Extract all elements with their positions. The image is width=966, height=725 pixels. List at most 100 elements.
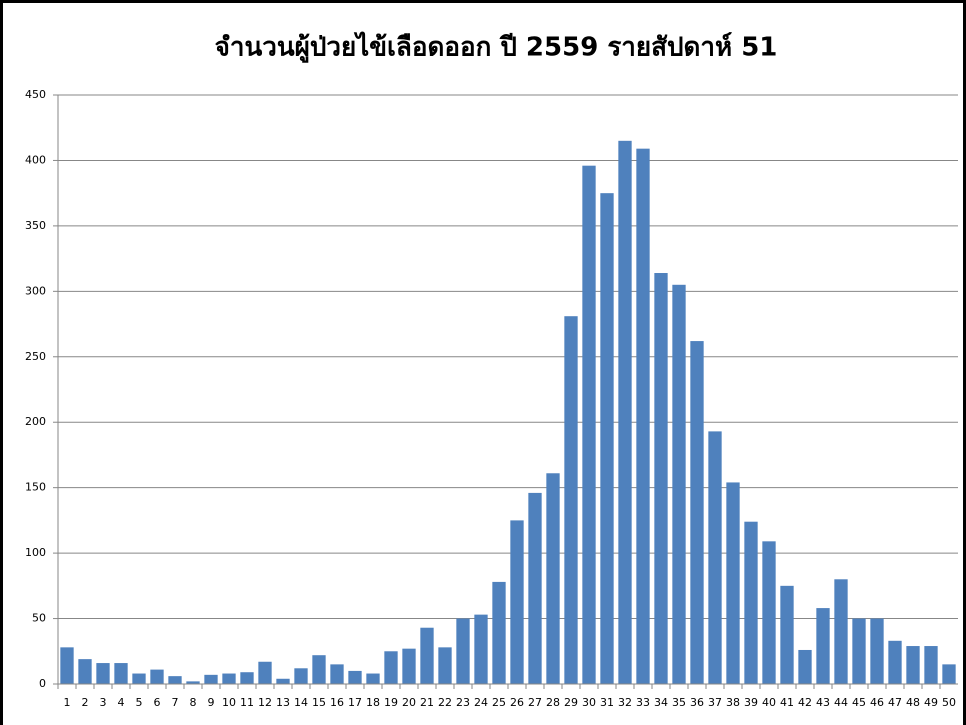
bar (492, 581, 506, 684)
x-tick-label: 33 (636, 696, 650, 709)
bar (762, 541, 776, 684)
x-tick-label: 42 (798, 696, 812, 709)
x-tick-label: 29 (564, 696, 578, 709)
x-tick-label: 38 (726, 696, 740, 709)
bar (330, 664, 344, 684)
x-tick-label: 4 (118, 696, 125, 709)
x-tick-label: 16 (330, 696, 344, 709)
bar (168, 676, 182, 684)
y-tick-label: 250 (25, 350, 46, 363)
y-tick-label: 100 (25, 546, 46, 559)
x-tick-label: 34 (654, 696, 668, 709)
bar (258, 661, 272, 684)
x-tick-label: 44 (834, 696, 848, 709)
bar (294, 668, 308, 684)
bar (114, 663, 128, 684)
bar (222, 673, 236, 684)
bar (636, 148, 650, 685)
x-tick-label: 32 (618, 696, 632, 709)
bar (834, 579, 848, 684)
bar (348, 670, 362, 684)
x-tick-label: 22 (438, 696, 452, 709)
x-tick-label: 25 (492, 696, 506, 709)
bar (726, 482, 740, 684)
x-tick-label: 3 (100, 696, 107, 709)
x-tick-label: 12 (258, 696, 272, 709)
x-tick-label: 47 (888, 696, 902, 709)
bar (456, 618, 470, 684)
bar (438, 647, 452, 684)
x-tick-label: 39 (744, 696, 758, 709)
bar (600, 193, 614, 684)
x-tick-label: 50 (942, 696, 956, 709)
bar (672, 284, 686, 684)
bar (798, 649, 812, 684)
y-tick-label: 350 (25, 219, 46, 232)
bar (78, 659, 92, 684)
bar (132, 673, 146, 684)
bar (474, 614, 488, 684)
x-tick-label: 18 (366, 696, 380, 709)
bar (240, 672, 254, 684)
x-tick-label: 10 (222, 696, 236, 709)
bar (528, 492, 542, 684)
y-tick-label: 150 (25, 481, 46, 494)
bar (582, 165, 596, 684)
x-tick-label: 30 (582, 696, 596, 709)
bar (366, 673, 380, 684)
x-tick-label: 5 (136, 696, 143, 709)
x-tick-label: 35 (672, 696, 686, 709)
bar (420, 627, 434, 684)
bar (690, 341, 704, 684)
bar (744, 521, 758, 684)
x-tick-label: 43 (816, 696, 830, 709)
x-tick-label: 27 (528, 696, 542, 709)
x-tick-label: 24 (474, 696, 488, 709)
y-tick-label: 0 (39, 677, 46, 690)
bar (186, 681, 200, 684)
bar (60, 647, 74, 684)
x-tick-label: 26 (510, 696, 524, 709)
bar (942, 664, 956, 684)
x-tick-label: 46 (870, 696, 884, 709)
x-tick-label: 14 (294, 696, 308, 709)
x-tick-label: 37 (708, 696, 722, 709)
x-tick-label: 48 (906, 696, 920, 709)
bar (312, 655, 326, 684)
chart-title: จำนวนผู้ป่วยไข้เลือดออก ปี 2559 รายสัปดา… (215, 31, 778, 64)
bar (924, 646, 938, 684)
bar (276, 678, 290, 684)
x-tick-label: 20 (402, 696, 416, 709)
y-tick-label: 200 (25, 415, 46, 428)
bar (780, 585, 794, 684)
x-tick-label: 15 (312, 696, 326, 709)
bar (906, 646, 920, 684)
y-tick-label: 450 (25, 88, 46, 101)
bar (708, 431, 722, 684)
x-tick-label: 17 (348, 696, 362, 709)
bar (96, 663, 110, 684)
x-tick-label: 45 (852, 696, 866, 709)
x-tick-label: 9 (208, 696, 215, 709)
bar (618, 140, 632, 685)
y-tick-label: 50 (32, 612, 46, 625)
x-tick-label: 41 (780, 696, 794, 709)
bar (402, 648, 416, 684)
bar (510, 520, 524, 684)
bar (204, 674, 218, 684)
y-tick-label: 300 (25, 284, 46, 297)
x-tick-label: 40 (762, 696, 776, 709)
y-tick-label: 400 (25, 153, 46, 166)
x-tick-label: 28 (546, 696, 560, 709)
x-tick-label: 11 (240, 696, 254, 709)
x-tick-label: 2 (82, 696, 89, 709)
bar (852, 618, 866, 684)
bar (546, 473, 560, 684)
x-tick-label: 21 (420, 696, 434, 709)
bar (888, 640, 902, 684)
bar (384, 651, 398, 684)
bar (816, 608, 830, 684)
bar (564, 316, 578, 684)
